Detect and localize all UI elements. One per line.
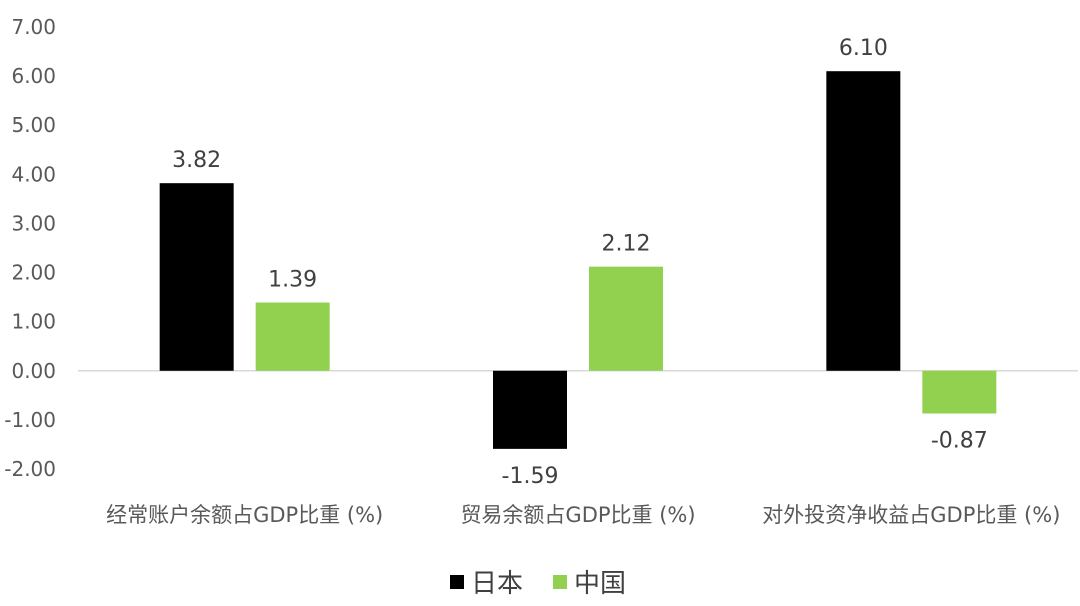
y-axis-ticks: 7.00 6.00 5.00 4.00 3.00 2.00 1.00 0.00 -1.00 -2.… [4,15,56,481]
data-label: 2.12 [602,232,651,257]
y-tick-label: 7.00 [11,15,56,39]
category-label: 对外投资净收益占GDP比重 (%) [762,503,1060,527]
legend-swatch [553,575,567,589]
legend: 日本 中国 [450,569,626,599]
data-label: -1.59 [502,464,559,489]
legend-swatch [450,575,464,589]
y-tick-label: 3.00 [11,211,56,235]
y-tick-label: 2.00 [11,261,56,285]
y-tick-label: 1.00 [11,310,56,334]
category-label: 贸易余额占GDP比重 (%) [460,503,695,527]
data-label: -0.87 [931,429,988,454]
bar-china [922,370,997,414]
data-label: 3.82 [172,148,221,173]
data-label: 1.39 [268,268,317,293]
bar-china [589,266,663,371]
y-tick-label: 4.00 [11,162,56,186]
y-tick-label: 5.00 [11,113,56,137]
bar-japan [493,370,567,449]
y-tick-label: -1.00 [4,408,56,432]
y-tick-label: -2.00 [4,457,56,481]
data-labels: 3.82 1.39 -1.59 2.12 6.10 -0.87 [172,36,988,489]
bar-japan [826,71,901,371]
bar-china [255,302,330,371]
y-tick-label: 0.00 [11,359,56,383]
category-labels: 经常账户余额占GDP比重 (%) 贸易余额占GDP比重 (%) 对外投资净收益占GD… [106,503,1060,527]
y-tick-label: 6.00 [11,64,56,88]
category-label: 经常账户余额占GDP比重 (%) [106,503,383,527]
data-label: 6.10 [839,36,888,61]
legend-label: 中国 [574,569,626,599]
bars [159,71,997,449]
bar-japan [159,183,234,371]
legend-label: 日本 [471,569,523,599]
